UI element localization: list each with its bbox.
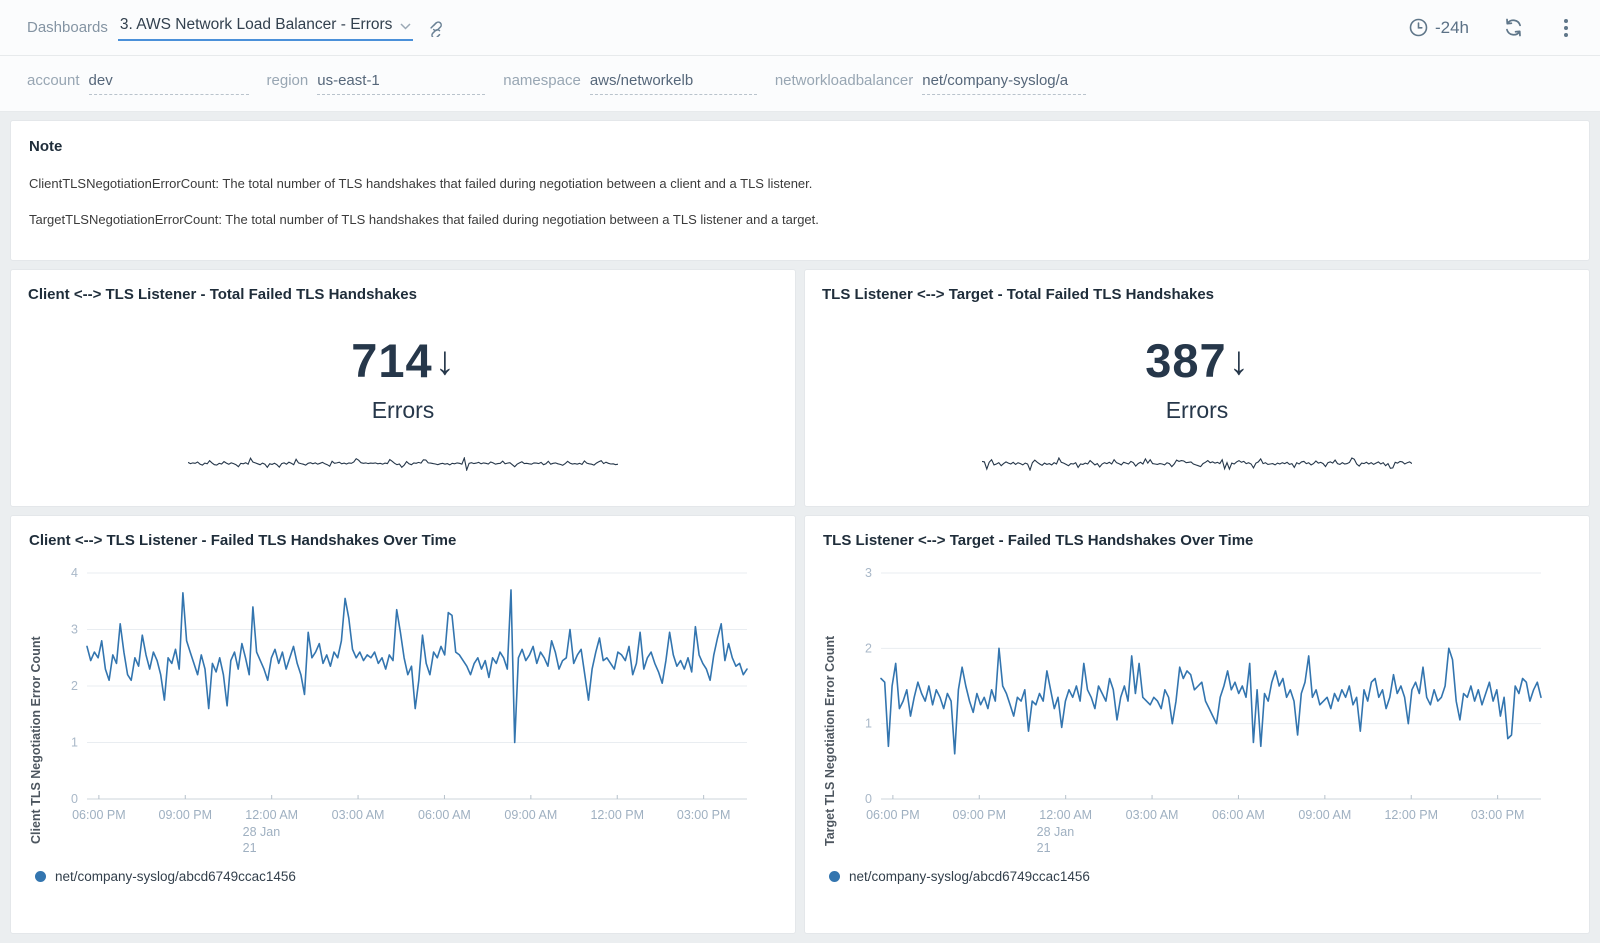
panel-target-total-title: TLS Listener <--> Target - Total Failed …: [822, 286, 1215, 303]
svg-text:12:00 PM: 12:00 PM: [1384, 808, 1438, 822]
share-link-button[interactable]: [427, 19, 445, 37]
note-panel: Note ClientTLSNegotiationErrorCount: The…: [10, 120, 1590, 261]
target-chart-y-axis-label: Target TLS Negotiation Error Count: [823, 635, 837, 846]
target-chart-canvas[interactable]: 0 1 2 3 06:00 PM 09:00 PM 12:00 AM 28 Jan 21 03:0…: [841, 563, 1547, 863]
svg-text:03:00 AM: 03:00 AM: [1126, 808, 1179, 822]
svg-text:06:00 PM: 06:00 PM: [866, 808, 920, 822]
dashboard-title-dropdown[interactable]: 3. AWS Network Load Balancer - Errors: [117, 14, 414, 41]
filter-account: account dev: [27, 72, 249, 95]
refresh-button[interactable]: [1503, 17, 1524, 38]
svg-text:12:00 AM: 12:00 AM: [245, 808, 298, 822]
panel-target-total: TLS Listener <--> Target - Total Failed …: [804, 269, 1590, 507]
time-range-button[interactable]: -24h: [1409, 18, 1469, 38]
target-total-sparkline: [981, 456, 1413, 472]
panel-client-over-time: Client <--> TLS Listener - Failed TLS Ha…: [10, 515, 796, 934]
svg-text:0: 0: [865, 792, 872, 806]
trend-down-arrow: ↓: [1228, 339, 1249, 383]
filter-nlb-input[interactable]: net/company-syslog/a: [922, 72, 1087, 95]
breadcrumb: Dashboards: [27, 19, 108, 36]
svg-text:03:00 PM: 03:00 PM: [677, 808, 731, 822]
legend-dot: [35, 871, 46, 882]
legend-label: net/company-syslog/abcd6749ccac1456: [849, 869, 1090, 884]
legend-label: net/company-syslog/abcd6749ccac1456: [55, 869, 296, 884]
filter-bar: account dev region us-east-1 namespace a…: [0, 56, 1600, 112]
panel-client-over-time-title: Client <--> TLS Listener - Failed TLS Ha…: [29, 532, 457, 549]
target-total-value: 387: [1145, 334, 1227, 387]
client-total-unit: Errors: [371, 397, 435, 423]
svg-text:21: 21: [1037, 841, 1051, 855]
filter-region: region us-east-1: [267, 72, 486, 95]
filter-networkloadbalancer: networkloadbalancer net/company-syslog/a: [774, 72, 1087, 95]
svg-text:21: 21: [243, 841, 257, 855]
note-title: Note: [29, 138, 63, 155]
note-line-client: ClientTLSNegotiationErrorCount: The tota…: [29, 176, 813, 191]
filter-account-input[interactable]: dev: [88, 72, 249, 95]
filter-region-label: region: [266, 72, 309, 89]
svg-text:06:00 PM: 06:00 PM: [72, 808, 126, 822]
top-bar: Dashboards 3. AWS Network Load Balancer …: [0, 0, 1600, 56]
svg-text:12:00 PM: 12:00 PM: [590, 808, 644, 822]
link-icon: [430, 20, 443, 37]
svg-text:28 Jan: 28 Jan: [1037, 825, 1075, 839]
svg-text:1: 1: [865, 717, 872, 731]
svg-text:09:00 PM: 09:00 PM: [159, 808, 213, 822]
svg-text:03:00 AM: 03:00 AM: [332, 808, 385, 822]
svg-text:09:00 AM: 09:00 AM: [1298, 808, 1351, 822]
clock-icon: [1409, 18, 1428, 37]
client-chart-legend-item[interactable]: net/company-syslog/abcd6749ccac1456: [35, 869, 781, 884]
svg-text:1: 1: [71, 736, 78, 750]
filter-namespace: namespace aws/networkelb: [503, 72, 757, 95]
filter-account-label: account: [27, 72, 80, 89]
target-total-unit: Errors: [1165, 397, 1229, 423]
panel-client-total-title: Client <--> TLS Listener - Total Failed …: [28, 286, 417, 303]
trend-down-arrow: ↓: [434, 339, 455, 383]
kebab-menu-button[interactable]: [1558, 17, 1574, 39]
svg-text:4: 4: [71, 566, 78, 580]
panel-target-over-time: TLS Listener <--> Target - Failed TLS Ha…: [804, 515, 1590, 934]
filter-namespace-input[interactable]: aws/networkelb: [589, 72, 757, 95]
page-title: 3. AWS Network Load Balancer - Errors: [119, 16, 393, 33]
panel-client-total: Client <--> TLS Listener - Total Failed …: [10, 269, 796, 507]
svg-text:28 Jan: 28 Jan: [243, 825, 281, 839]
filter-nlb-label: networkloadbalancer: [774, 72, 914, 89]
svg-text:06:00 AM: 06:00 AM: [1212, 808, 1265, 822]
refresh-icon: [1506, 18, 1521, 37]
svg-text:09:00 AM: 09:00 AM: [504, 808, 557, 822]
panel-target-over-time-title: TLS Listener <--> Target - Failed TLS Ha…: [823, 532, 1254, 549]
filter-namespace-label: namespace: [503, 72, 581, 89]
svg-text:06:00 AM: 06:00 AM: [418, 808, 471, 822]
client-chart-y-axis-label: Client TLS Negotiation Error Count: [29, 636, 43, 845]
svg-text:2: 2: [865, 641, 872, 655]
client-chart-canvas[interactable]: 0 1 2 3 4 06:00 PM 09:00 PM 12:00 AM 28 Jan 21 03:…: [47, 563, 753, 863]
target-chart-legend-item[interactable]: net/company-syslog/abcd6749ccac1456: [829, 869, 1575, 884]
client-total-sparkline: [187, 456, 619, 473]
svg-text:3: 3: [71, 623, 78, 637]
svg-text:2: 2: [71, 679, 78, 693]
legend-dot: [829, 871, 840, 882]
kebab-icon: [1564, 18, 1568, 23]
svg-text:0: 0: [71, 792, 78, 806]
note-line-target: TargetTLSNegotiationErrorCount: The tota…: [29, 212, 819, 227]
chevron-down-icon: [400, 22, 411, 30]
svg-text:3: 3: [865, 566, 872, 580]
filter-region-input[interactable]: us-east-1: [317, 72, 486, 95]
svg-text:03:00 PM: 03:00 PM: [1471, 808, 1525, 822]
client-total-value: 714: [351, 334, 433, 387]
svg-text:12:00 AM: 12:00 AM: [1039, 808, 1092, 822]
svg-text:09:00 PM: 09:00 PM: [953, 808, 1007, 822]
time-range-label: -24h: [1434, 17, 1469, 37]
